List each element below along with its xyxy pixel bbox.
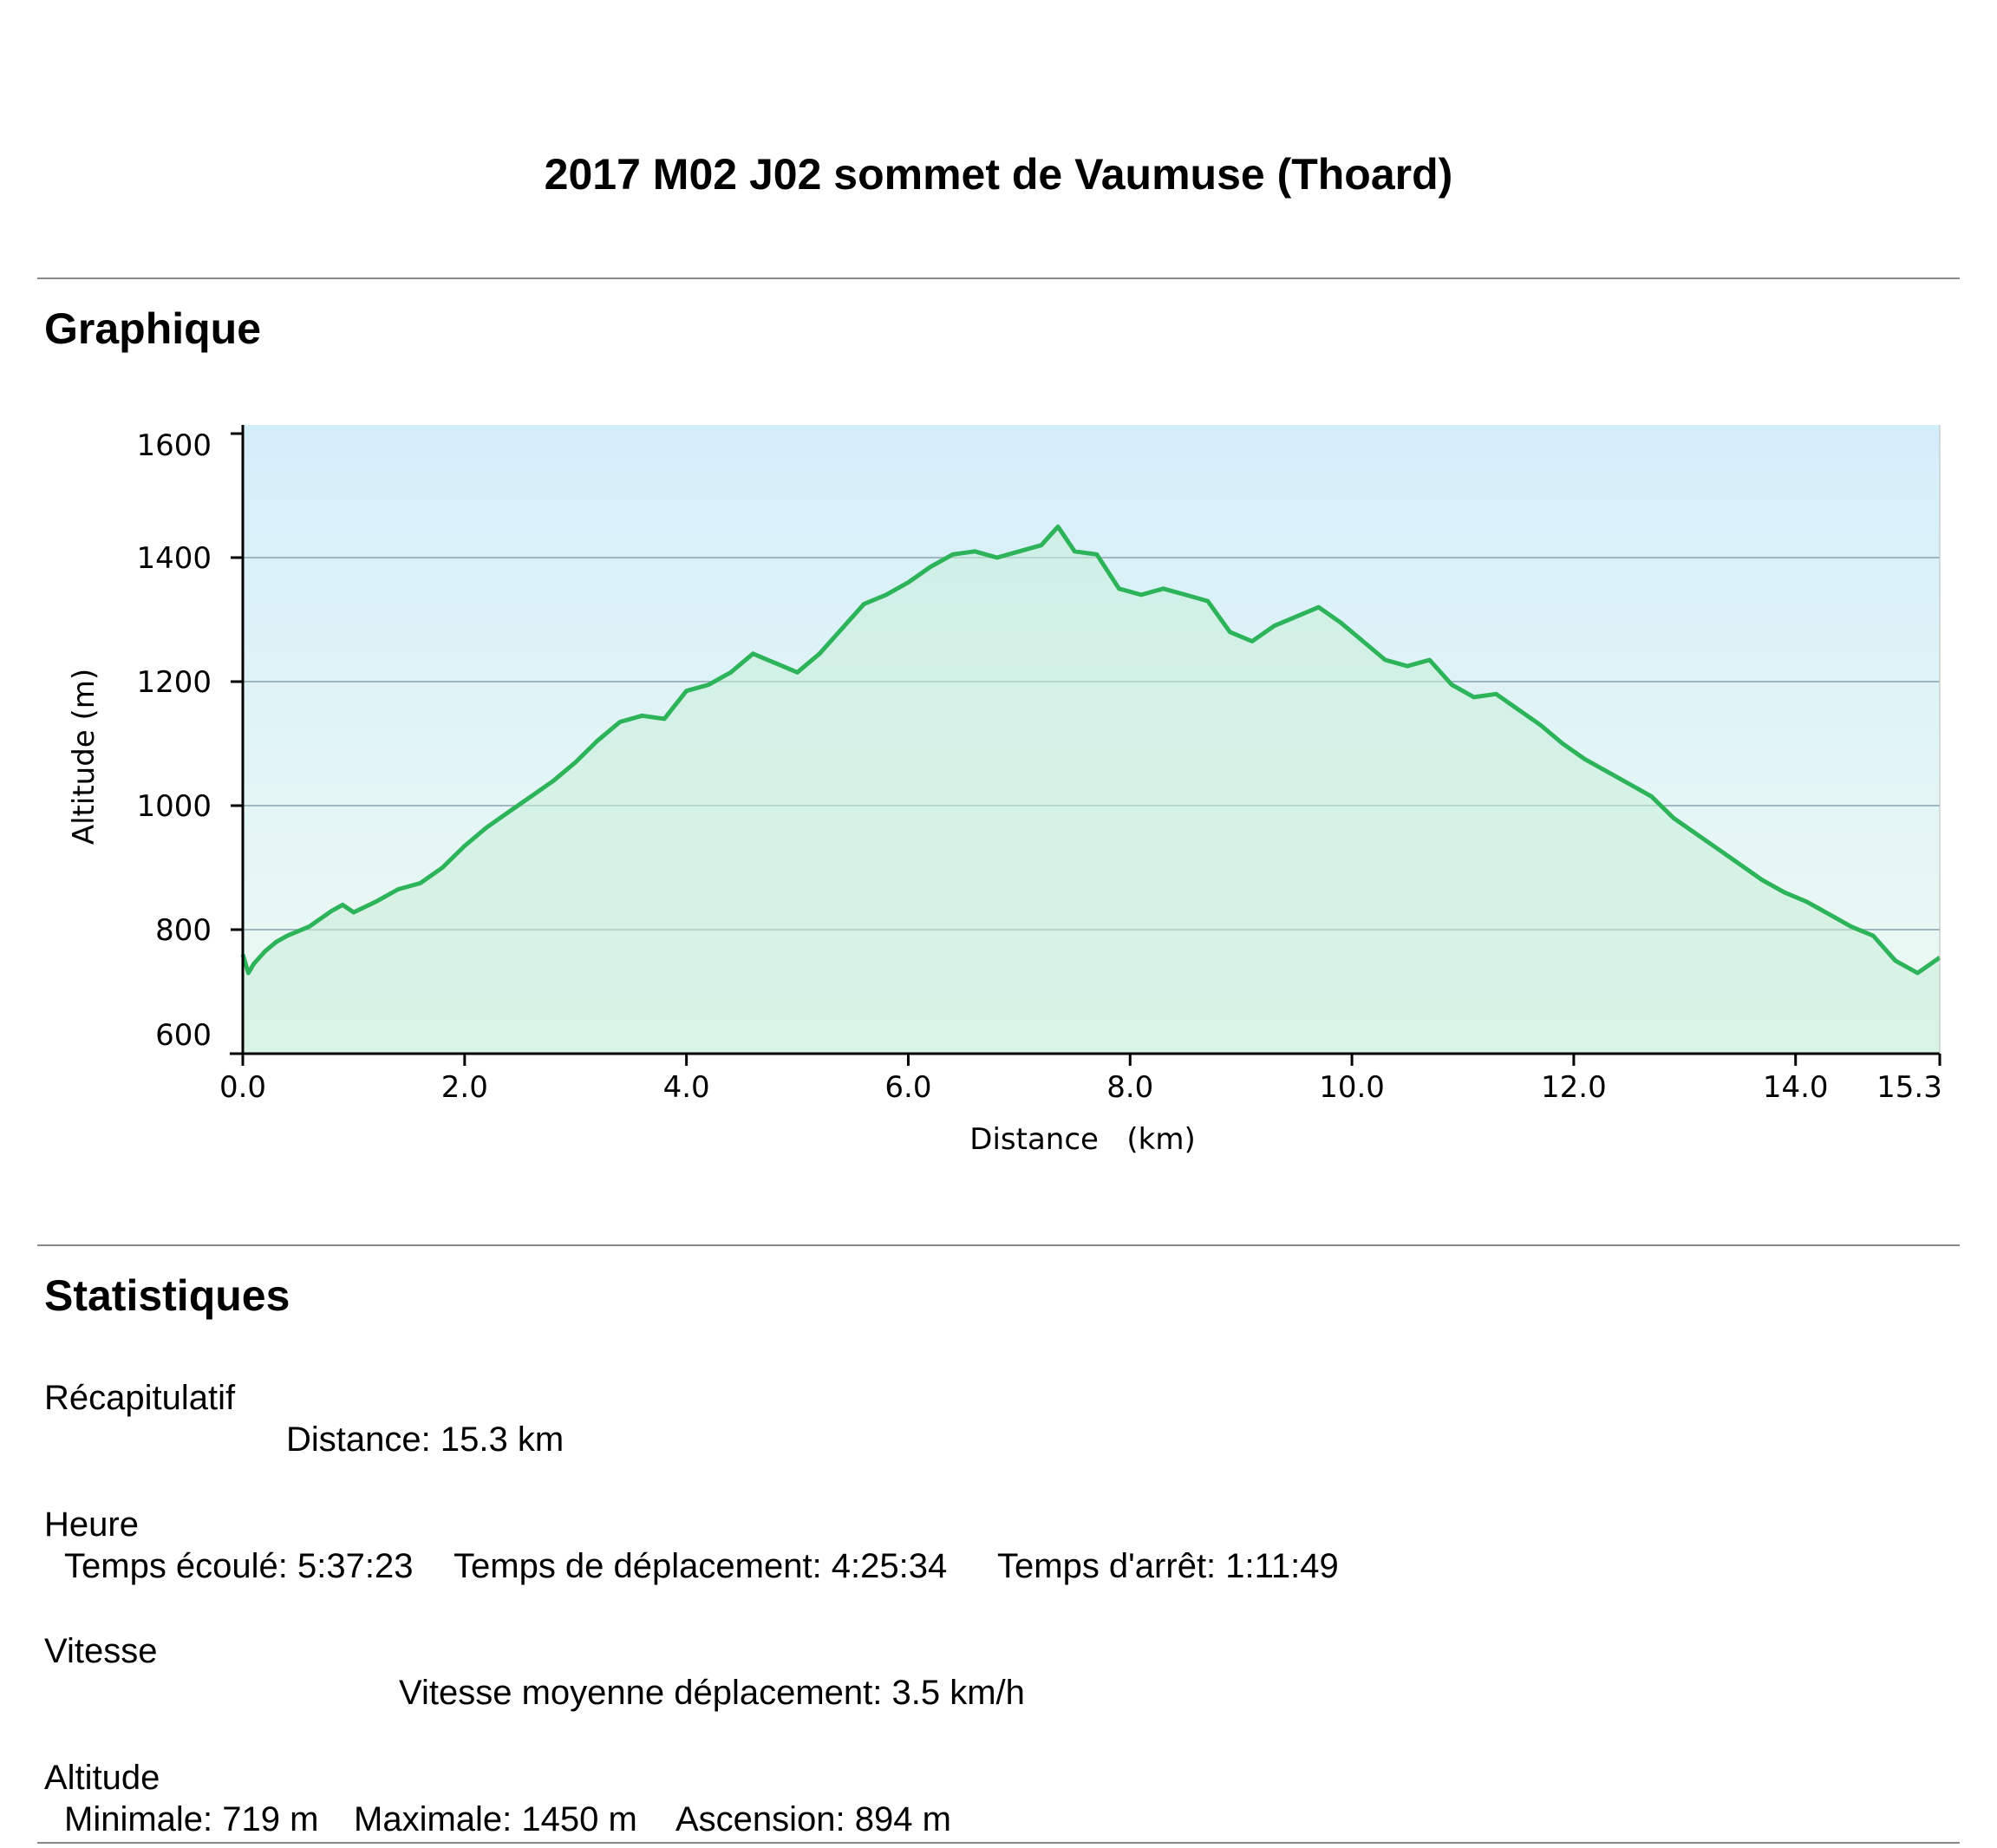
y-tick-label: 600: [155, 1018, 212, 1053]
summary-label: Récapitulatif: [44, 1379, 236, 1417]
y-tick-label: 1000: [136, 789, 212, 824]
y-axis-label: Altitude (m): [67, 669, 101, 845]
x-tick-label: 15.3: [1876, 1070, 1942, 1105]
altitude-max: Maximale: 1450 m: [354, 1800, 637, 1838]
x-tick-label: 12.0: [1541, 1070, 1607, 1105]
y-tick-label: 800: [155, 913, 212, 948]
divider-top: [37, 278, 1960, 279]
y-tick-label: 1200: [136, 665, 212, 700]
y-tick-label: 1400: [136, 541, 212, 576]
x-axis-label: Distance (km): [969, 1122, 1195, 1157]
x-tick-label: 14.0: [1763, 1070, 1829, 1105]
distance-value: Distance: 15.3 km: [286, 1420, 565, 1459]
time-label: Heure: [44, 1505, 139, 1544]
x-tick-label: 6.0: [884, 1070, 931, 1105]
altitude-ascent: Ascension: 894 m: [675, 1800, 951, 1838]
page-title: 2017 M02 J02 sommet de Vaumuse (Thoard): [544, 150, 1453, 199]
x-tick-label: 8.0: [1106, 1070, 1153, 1105]
graph-heading: Graphique: [44, 304, 262, 353]
speed-label: Vitesse: [44, 1632, 158, 1670]
series-area-0: [243, 526, 1940, 1054]
avg-moving-speed: Vitesse moyenne déplacement: 3.5 km/h: [399, 1674, 1025, 1712]
series-line-0: [240, 524, 1942, 976]
moving-time: Temps de déplacement: 4:25:34: [454, 1547, 948, 1585]
stopped-time: Temps d'arrêt: 1:11:49: [997, 1547, 1339, 1585]
x-tick-label: 0.0: [219, 1070, 266, 1105]
x-tick-label: 4.0: [663, 1070, 710, 1105]
altitude-min: Minimale: 719 m: [64, 1800, 319, 1838]
x-tick-label: 2.0: [441, 1070, 488, 1105]
elapsed-time: Temps écoulé: 5:37:23: [64, 1547, 414, 1585]
stats-heading: Statistiques: [44, 1271, 290, 1320]
x-tick-label: 10.0: [1319, 1070, 1385, 1105]
altitude-label: Altitude: [44, 1759, 160, 1797]
y-tick-label: 1600: [136, 428, 212, 463]
divider-bottom: [37, 1842, 1960, 1844]
divider-middle: [37, 1244, 1960, 1246]
elevation-chart: 600 800 1000 1200 1400 1600 0.0 2.0 4.0 6.0 8.0 10.…: [67, 425, 1942, 1157]
